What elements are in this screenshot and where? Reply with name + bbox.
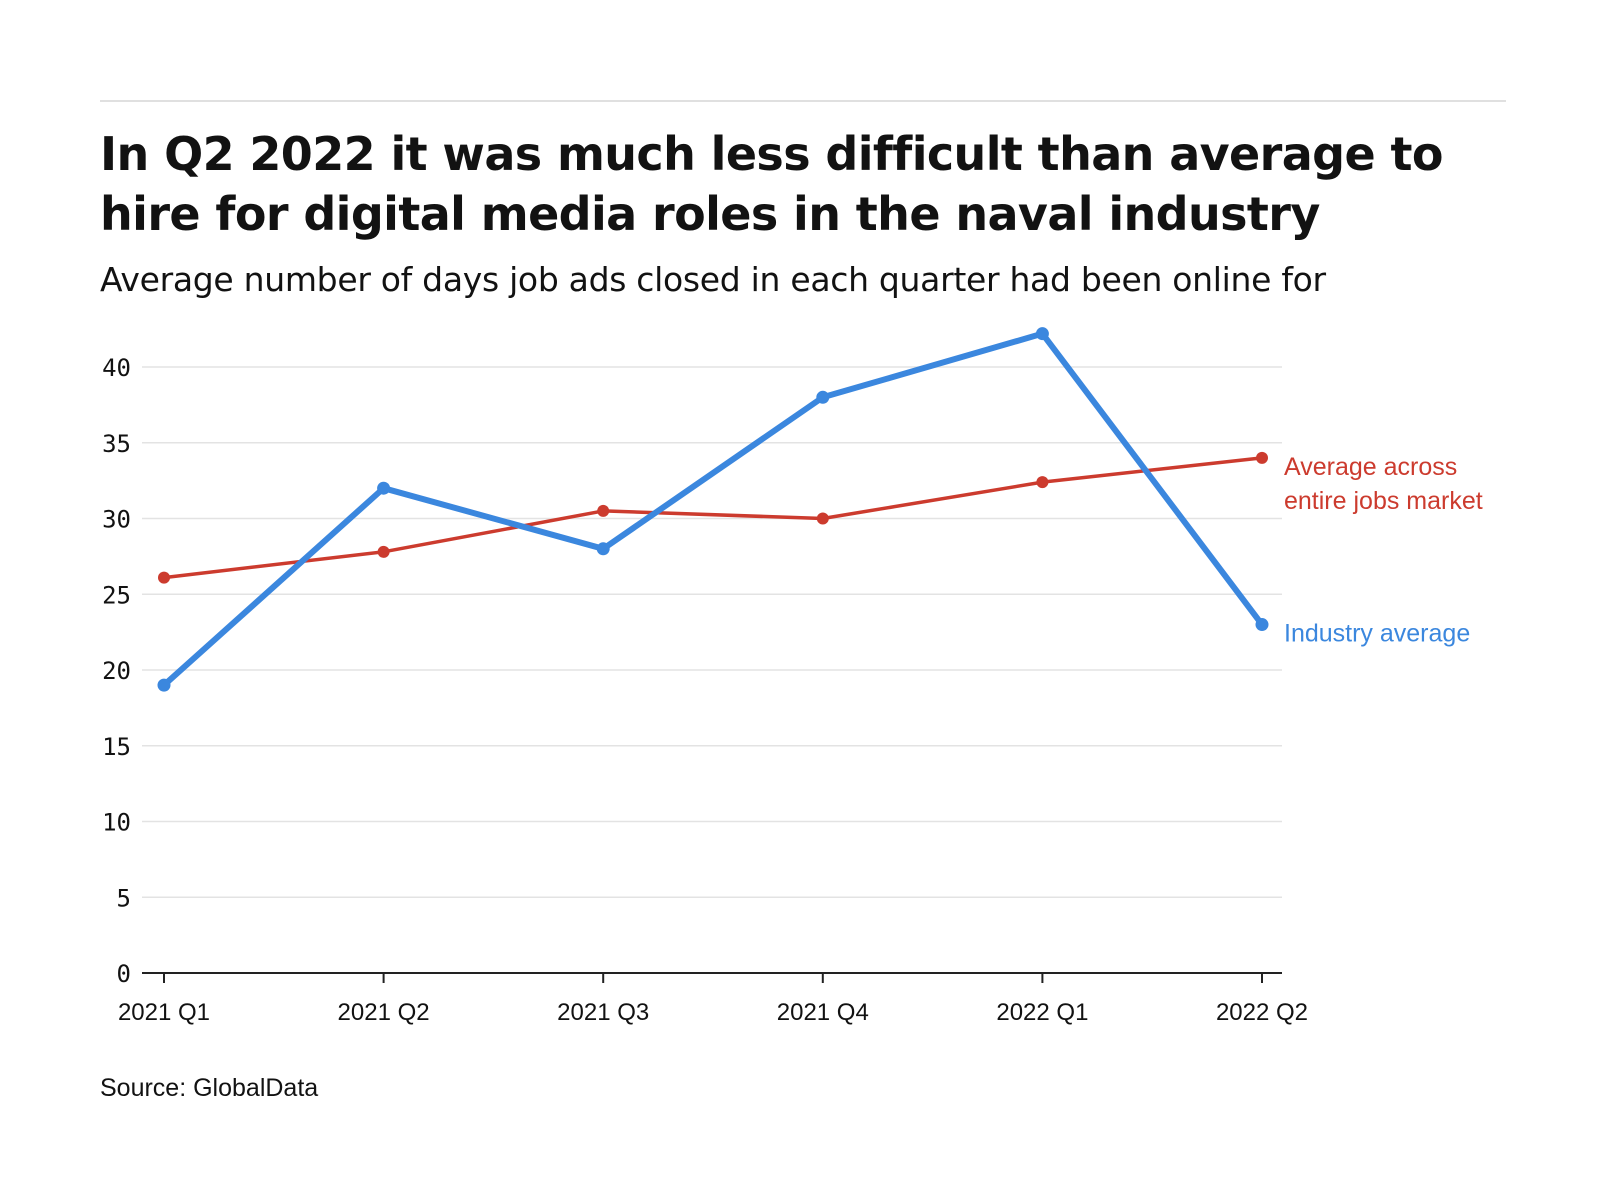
- industry-average-point: [1035, 327, 1049, 341]
- industry-average-point: [377, 481, 391, 495]
- jobs-market-average-point: [1256, 451, 1268, 464]
- y-tick-label: 10: [102, 809, 131, 837]
- industry-average-line: [161, 330, 1265, 689]
- chart-subtitle: Average number of days job ads closed in…: [100, 260, 1326, 299]
- x-tick-label: 2022 Q1: [996, 999, 1088, 1026]
- y-tick-label: 5: [117, 884, 131, 912]
- x-tick-label: 2021 Q4: [777, 999, 869, 1026]
- y-tick-label: 35: [102, 430, 131, 458]
- x-tick-label: 2021 Q2: [338, 999, 430, 1026]
- jobs-market-average-label: Average across: [1284, 453, 1457, 481]
- series-labels: Average across entire jobs market Industry…: [1284, 453, 1483, 648]
- jobs-market-average-label: entire jobs market: [1284, 487, 1483, 515]
- jobs-market-average-point: [816, 512, 829, 525]
- y-axis-ticks: 0 5 10 15 20 25 30 35 40: [102, 354, 131, 988]
- y-tick-label: 15: [102, 733, 131, 761]
- y-tick-label: 30: [102, 506, 131, 534]
- x-tick-label: 2021 Q3: [557, 999, 649, 1026]
- jobs-market-average-point: [1036, 476, 1049, 489]
- y-tick-label: 0: [117, 960, 131, 988]
- jobs-market-average-point: [377, 545, 390, 558]
- industry-average-point: [157, 678, 171, 692]
- industry-average-label: Industry average: [1284, 620, 1470, 648]
- x-tick-label: 2021 Q1: [118, 999, 210, 1026]
- jobs-market-average-point: [597, 504, 610, 517]
- jobs-market-average-line: [162, 456, 1264, 580]
- y-tick-label: 20: [102, 657, 131, 685]
- gridlines: [142, 366, 1282, 898]
- industry-average-point: [1255, 618, 1269, 632]
- series-lines: [157, 327, 1269, 692]
- top-divider: [100, 100, 1506, 102]
- source-note: Source: GlobalData: [100, 1074, 319, 1102]
- industry-average-point: [596, 542, 610, 556]
- chart-title: In Q2 2022 it was much less difficult th…: [100, 127, 1444, 241]
- industry-average-point: [816, 390, 830, 404]
- x-tick-label: 2022 Q2: [1216, 999, 1308, 1026]
- x-axis-ticks: 2021 Q1 2021 Q2 2021 Q3 2021 Q4 2022 Q1 2022 …: [118, 973, 1308, 1026]
- y-tick-label: 25: [102, 581, 131, 609]
- y-tick-label: 40: [102, 354, 131, 382]
- jobs-market-average-point: [158, 571, 170, 584]
